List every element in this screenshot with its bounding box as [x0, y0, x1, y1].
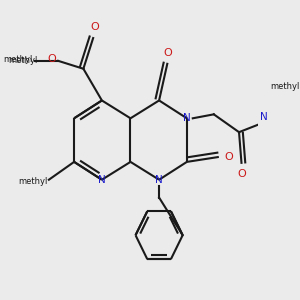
Text: O: O: [91, 22, 100, 32]
Text: O: O: [225, 152, 233, 162]
Text: N: N: [183, 113, 191, 123]
Text: O: O: [237, 169, 246, 179]
Text: O: O: [163, 48, 172, 58]
Text: methyl: methyl: [8, 56, 38, 65]
Text: O: O: [47, 54, 56, 64]
Text: N: N: [155, 175, 163, 185]
Text: methyl: methyl: [18, 177, 47, 186]
Text: N: N: [98, 175, 106, 185]
Text: methyl: methyl: [270, 82, 299, 91]
Text: methyl: methyl: [4, 55, 33, 64]
Text: N: N: [260, 112, 268, 122]
